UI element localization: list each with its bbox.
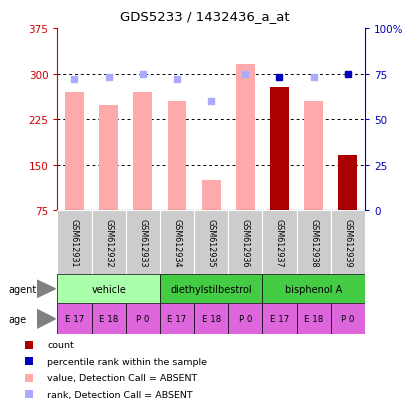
Text: E 18: E 18 <box>201 315 220 323</box>
Bar <box>91 304 126 335</box>
Bar <box>201 180 220 211</box>
Bar <box>193 304 228 335</box>
Bar <box>262 211 296 275</box>
Bar <box>296 211 330 275</box>
Text: GSM612935: GSM612935 <box>206 218 215 267</box>
Text: E 17: E 17 <box>65 315 84 323</box>
Text: GSM612931: GSM612931 <box>70 218 79 267</box>
Text: E 17: E 17 <box>167 315 186 323</box>
Polygon shape <box>37 280 55 298</box>
Text: GSM612938: GSM612938 <box>308 218 317 267</box>
Text: age: age <box>8 314 26 324</box>
Text: GSM612936: GSM612936 <box>240 218 249 267</box>
Bar <box>133 93 152 211</box>
Bar <box>296 304 330 335</box>
Text: GDS5233 / 1432436_a_at: GDS5233 / 1432436_a_at <box>120 10 289 23</box>
Text: GSM612933: GSM612933 <box>138 218 147 267</box>
Bar <box>57 275 160 304</box>
Text: rank, Detection Call = ABSENT: rank, Detection Call = ABSENT <box>47 390 192 399</box>
Bar <box>235 65 254 211</box>
Text: GSM612939: GSM612939 <box>342 218 351 267</box>
Bar <box>167 102 186 211</box>
Text: diethylstilbestrol: diethylstilbestrol <box>170 284 252 294</box>
Text: E 18: E 18 <box>303 315 322 323</box>
Bar <box>193 211 228 275</box>
Text: bisphenol A: bisphenol A <box>284 284 342 294</box>
Bar <box>99 106 118 211</box>
Bar <box>160 275 262 304</box>
Text: GSM612937: GSM612937 <box>274 218 283 267</box>
Bar <box>57 304 91 335</box>
Text: GSM612934: GSM612934 <box>172 218 181 267</box>
Text: E 18: E 18 <box>99 315 118 323</box>
Bar <box>65 93 84 211</box>
Bar <box>262 275 364 304</box>
Text: GSM612932: GSM612932 <box>104 218 113 267</box>
Text: agent: agent <box>8 284 36 294</box>
Bar <box>330 304 364 335</box>
Bar <box>91 211 126 275</box>
Text: value, Detection Call = ABSENT: value, Detection Call = ABSENT <box>47 373 197 382</box>
Bar <box>330 211 364 275</box>
Text: P 0: P 0 <box>340 315 354 323</box>
Bar <box>228 304 262 335</box>
Text: P 0: P 0 <box>136 315 149 323</box>
Bar <box>160 211 193 275</box>
Bar <box>126 304 160 335</box>
Text: count: count <box>47 340 74 349</box>
Text: P 0: P 0 <box>238 315 252 323</box>
Text: E 17: E 17 <box>269 315 288 323</box>
Text: percentile rank within the sample: percentile rank within the sample <box>47 357 207 366</box>
Bar <box>337 156 356 211</box>
Bar <box>228 211 262 275</box>
Polygon shape <box>37 310 55 328</box>
Bar <box>303 102 322 211</box>
Bar <box>270 88 288 211</box>
Text: vehicle: vehicle <box>91 284 126 294</box>
Bar <box>126 211 160 275</box>
Bar <box>57 211 91 275</box>
Bar <box>160 304 193 335</box>
Bar <box>262 304 296 335</box>
